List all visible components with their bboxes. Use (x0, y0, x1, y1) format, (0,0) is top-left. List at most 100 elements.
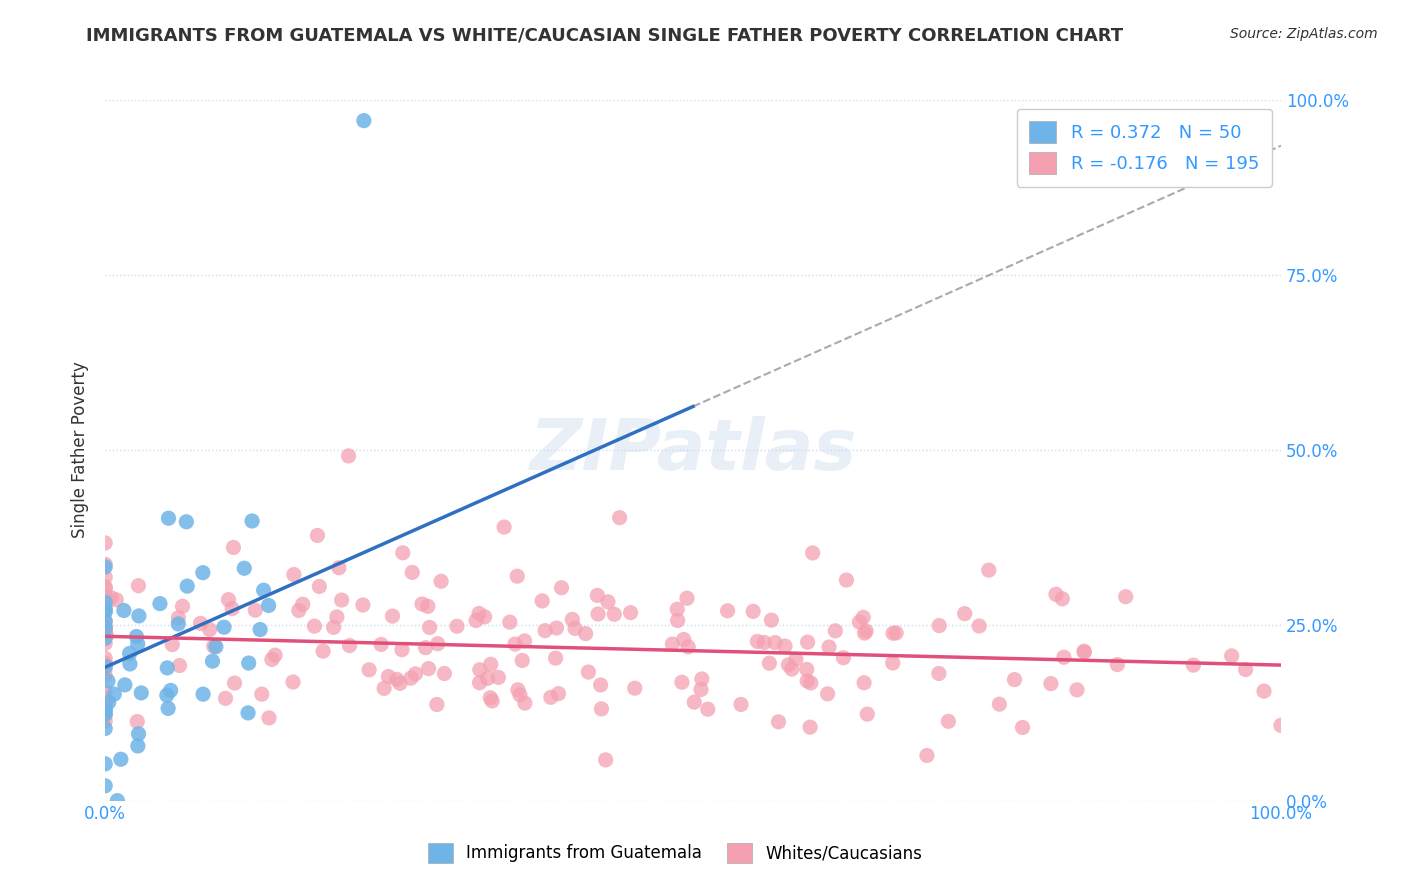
Whites/Caucasians (586, 607, 609, 621)
Whites/Caucasians (94, 582, 117, 596)
Whites/Caucasians (474, 609, 496, 624)
Whites/Caucasians (696, 702, 718, 716)
Whites/Caucasians (468, 663, 491, 677)
Whites/Caucasians (832, 650, 855, 665)
Immigrants from Guatemala (94, 706, 117, 721)
Whites/Caucasians (94, 626, 117, 640)
Immigrants from Guatemala (156, 688, 179, 702)
Y-axis label: Single Father Poverty: Single Father Poverty (72, 362, 89, 539)
Immigrants from Guatemala (353, 113, 375, 128)
Whites/Caucasians (401, 566, 423, 580)
Whites/Caucasians (928, 618, 950, 632)
Immigrants from Guatemala (176, 515, 198, 529)
Immigrants from Guatemala (118, 647, 141, 661)
Whites/Caucasians (742, 604, 765, 618)
Whites/Caucasians (716, 604, 738, 618)
Immigrants from Guatemala (212, 620, 235, 634)
Whites/Caucasians (773, 639, 796, 653)
Whites/Caucasians (550, 581, 572, 595)
Whites/Caucasians (370, 637, 392, 651)
Whites/Caucasians (96, 628, 118, 642)
Whites/Caucasians (506, 569, 529, 583)
Whites/Caucasians (1053, 650, 1076, 665)
Whites/Caucasians (94, 558, 117, 572)
Whites/Caucasians (190, 616, 212, 631)
Immigrants from Guatemala (238, 656, 260, 670)
Whites/Caucasians (94, 662, 117, 676)
Immigrants from Guatemala (94, 703, 117, 717)
Whites/Caucasians (224, 676, 246, 690)
Whites/Caucasians (591, 702, 613, 716)
Whites/Caucasians (94, 696, 117, 710)
Immigrants from Guatemala (94, 756, 117, 771)
Whites/Caucasians (127, 579, 149, 593)
Whites/Caucasians (281, 675, 304, 690)
Whites/Caucasians (666, 602, 689, 616)
Whites/Caucasians (1045, 587, 1067, 601)
Whites/Caucasians (94, 636, 117, 650)
Whites/Caucasians (884, 626, 907, 640)
Whites/Caucasians (564, 621, 586, 635)
Whites/Caucasians (494, 520, 516, 534)
Immigrants from Guatemala (159, 683, 181, 698)
Whites/Caucasians (801, 546, 824, 560)
Whites/Caucasians (855, 624, 877, 638)
Whites/Caucasians (503, 637, 526, 651)
Whites/Caucasians (672, 632, 695, 647)
Immigrants from Guatemala (176, 579, 198, 593)
Whites/Caucasians (250, 687, 273, 701)
Whites/Caucasians (1004, 673, 1026, 687)
Whites/Caucasians (1107, 657, 1129, 672)
Whites/Caucasians (479, 690, 502, 705)
Whites/Caucasians (603, 607, 626, 622)
Whites/Caucasians (730, 698, 752, 712)
Whites/Caucasians (172, 599, 194, 614)
Whites/Caucasians (540, 690, 562, 705)
Immigrants from Guatemala (112, 603, 135, 617)
Whites/Caucasians (94, 620, 117, 634)
Whites/Caucasians (291, 597, 314, 611)
Whites/Caucasians (967, 619, 990, 633)
Whites/Caucasians (415, 640, 437, 655)
Whites/Caucasians (127, 714, 149, 729)
Immigrants from Guatemala (129, 686, 152, 700)
Whites/Caucasians (513, 696, 536, 710)
Immigrants from Guatemala (94, 615, 117, 629)
Immigrants from Guatemala (127, 739, 149, 753)
Immigrants from Guatemala (94, 659, 117, 673)
Whites/Caucasians (94, 657, 117, 671)
Whites/Caucasians (162, 638, 184, 652)
Whites/Caucasians (513, 634, 536, 648)
Whites/Caucasians (399, 671, 422, 685)
Whites/Caucasians (94, 570, 117, 584)
Immigrants from Guatemala (110, 752, 132, 766)
Whites/Caucasians (561, 612, 583, 626)
Whites/Caucasians (94, 604, 117, 618)
Whites/Caucasians (94, 691, 117, 706)
Whites/Caucasians (1220, 648, 1243, 663)
Whites/Caucasians (465, 614, 488, 628)
Whites/Caucasians (835, 573, 858, 587)
Whites/Caucasians (430, 574, 453, 589)
Immigrants from Guatemala (125, 630, 148, 644)
Whites/Caucasians (690, 672, 713, 686)
Immigrants from Guatemala (128, 727, 150, 741)
Whites/Caucasians (169, 658, 191, 673)
Whites/Caucasians (404, 666, 426, 681)
Whites/Caucasians (94, 708, 117, 723)
Whites/Caucasians (761, 613, 783, 627)
Whites/Caucasians (381, 609, 404, 624)
Whites/Caucasians (307, 528, 329, 542)
Immigrants from Guatemala (97, 695, 120, 709)
Whites/Caucasians (221, 601, 243, 615)
Whites/Caucasians (853, 626, 876, 640)
Whites/Caucasians (676, 640, 699, 654)
Whites/Caucasians (661, 637, 683, 651)
Whites/Caucasians (94, 668, 117, 682)
Legend: Immigrants from Guatemala, Whites/Caucasians: Immigrants from Guatemala, Whites/Caucas… (416, 831, 934, 875)
Whites/Caucasians (352, 598, 374, 612)
Whites/Caucasians (446, 619, 468, 633)
Whites/Caucasians (623, 681, 645, 696)
Whites/Caucasians (758, 657, 780, 671)
Immigrants from Guatemala (94, 602, 117, 616)
